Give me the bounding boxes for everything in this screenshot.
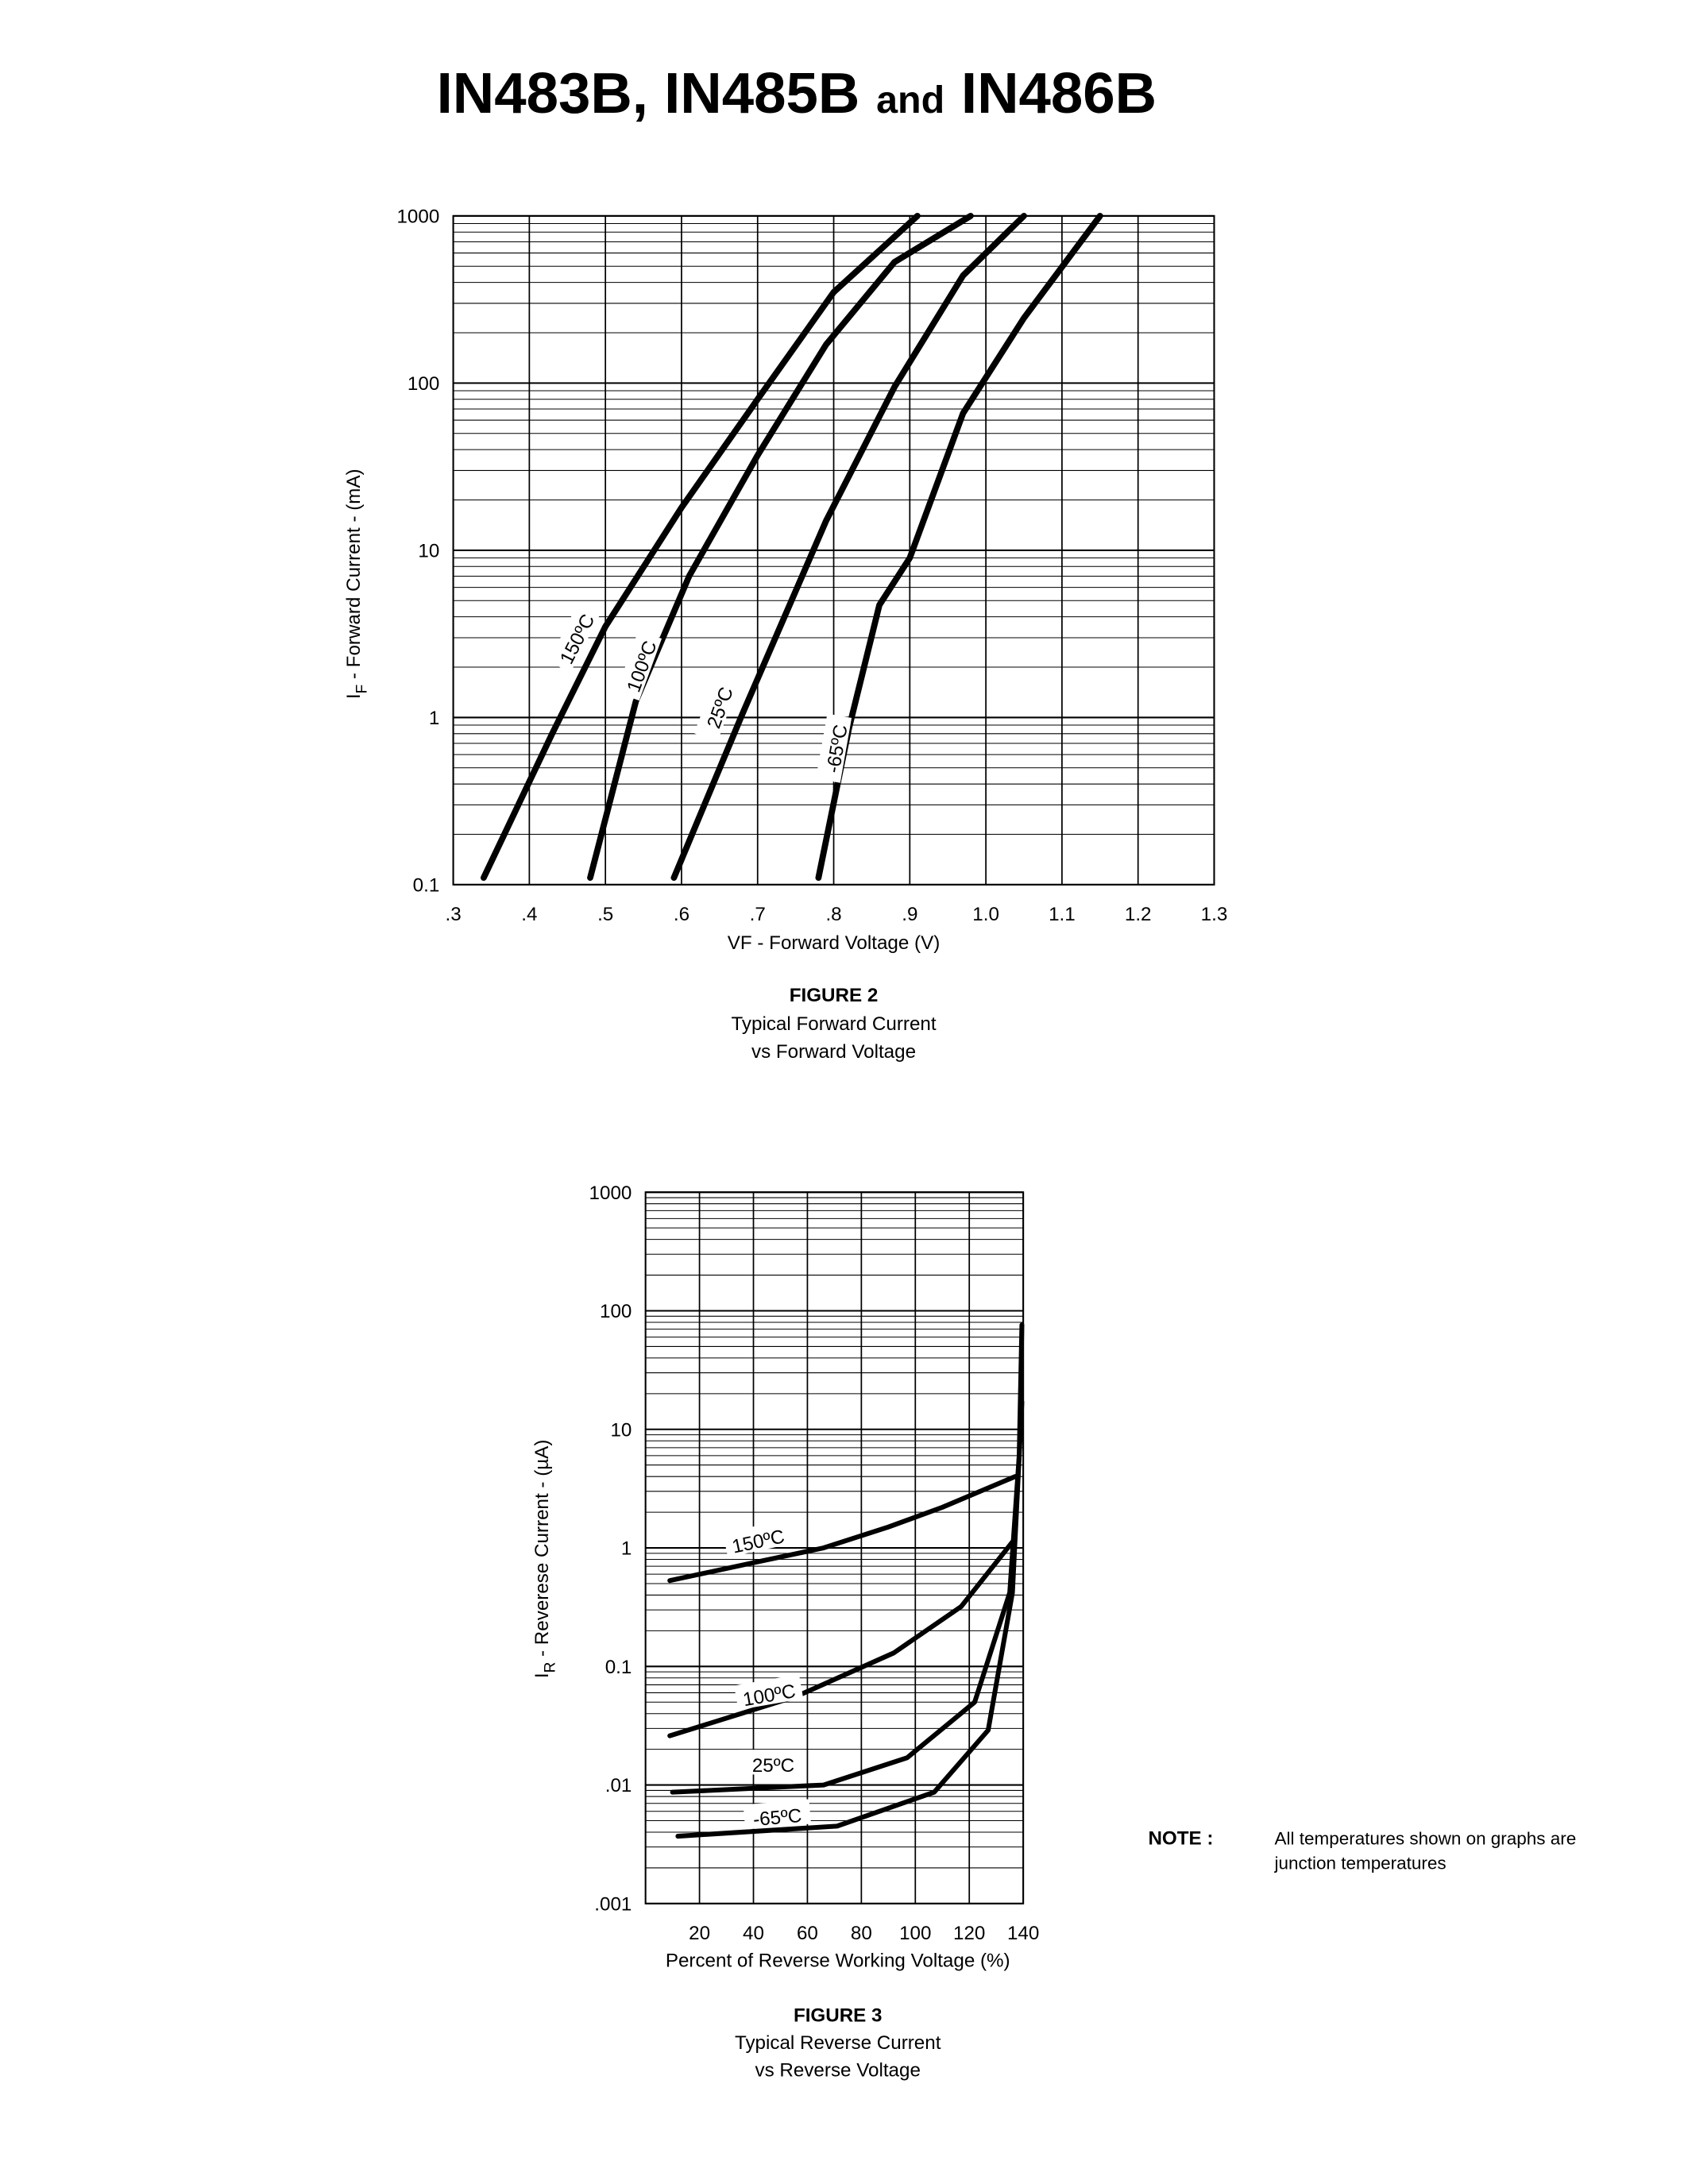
x-axis-label: VF - Forward Voltage (V) — [728, 932, 941, 954]
x-tick-label: 1.0 — [972, 904, 999, 925]
x-tick-label: 80 — [851, 1923, 872, 1944]
y-tick-label: .01 — [605, 1775, 632, 1796]
curve-label-bg — [693, 671, 740, 743]
curve — [815, 212, 1103, 882]
curve — [667, 1536, 1018, 1738]
curve — [670, 212, 1027, 882]
curve-label-bg — [548, 602, 601, 673]
curve — [481, 212, 921, 882]
note-text: All temperatures shown on graphs are — [1275, 1829, 1577, 1849]
curve-label-bg — [740, 1750, 806, 1775]
y-tick-label: .001 — [594, 1894, 632, 1916]
curve-label: -65ºC — [752, 1805, 802, 1831]
y-axis-label: IF - Forward Current - (mA) — [343, 469, 371, 699]
y-tick-label: 100 — [408, 373, 439, 395]
curve-label: 25ºC — [703, 685, 738, 731]
x-tick-label: .4 — [521, 904, 537, 925]
title-part: and — [876, 79, 944, 122]
y-tick-label: 1 — [429, 708, 439, 729]
curve-label-bg — [743, 1799, 812, 1830]
curve-label-bg — [616, 630, 662, 701]
y-axis-text: - Reverese Current - (µA) — [531, 1440, 553, 1662]
curve — [587, 212, 974, 882]
y-axis-text: - Forward Current - (mA) — [343, 469, 365, 684]
x-tick-label: 20 — [689, 1923, 710, 1944]
y-axis-label: IR - Reverese Current - (µA) — [531, 1440, 559, 1679]
y-axis-symbol: I — [343, 693, 365, 699]
figure-title: FIGURE 2 — [790, 985, 879, 1006]
x-tick-label: 100 — [899, 1923, 931, 1944]
curve — [675, 1399, 1025, 1839]
x-tick-label: .6 — [674, 904, 689, 925]
x-tick-label: .8 — [825, 904, 841, 925]
title-part: IN486B — [961, 61, 1157, 125]
note-text: junction temperatures — [1274, 1854, 1447, 1873]
x-tick-label: 120 — [953, 1923, 985, 1944]
y-tick-label: 1 — [621, 1538, 632, 1560]
x-tick-label: .3 — [445, 904, 461, 925]
y-tick-label: 1000 — [396, 206, 439, 228]
figure-title: FIGURE 3 — [794, 2005, 883, 2027]
y-tick-label: 100 — [600, 1301, 632, 1322]
x-tick-label: 1.2 — [1125, 904, 1152, 925]
x-tick-label: .9 — [902, 904, 917, 925]
figure-caption: vs Reverse Voltage — [755, 2060, 921, 2082]
x-tick-label: 40 — [743, 1923, 764, 1944]
figure-caption: Typical Reverse Current — [735, 2032, 941, 2054]
title-part: IN483B, IN485B — [437, 61, 860, 125]
x-tick-label: .7 — [750, 904, 766, 925]
figure-caption: vs Forward Voltage — [751, 1041, 916, 1063]
x-tick-label: 1.1 — [1049, 904, 1076, 925]
y-tick-label: 10 — [610, 1419, 632, 1441]
y-axis-subscript: F — [354, 685, 371, 694]
curve-label-bg — [816, 713, 852, 783]
note-label: NOTE : — [1148, 1828, 1213, 1850]
y-axis-subscript: R — [543, 1662, 559, 1673]
x-tick-label: 140 — [1007, 1923, 1039, 1944]
figure-caption: Typical Forward Current — [731, 1013, 936, 1035]
x-tick-label: .5 — [597, 904, 613, 925]
y-tick-label: 1000 — [589, 1183, 632, 1204]
curve-label: 25ºC — [752, 1755, 794, 1777]
y-tick-label: 0.1 — [413, 875, 440, 897]
x-axis-label: Percent of Reverse Working Voltage (%) — [666, 1950, 1010, 1971]
x-tick-label: 1.3 — [1201, 904, 1228, 925]
y-axis-symbol: I — [531, 1673, 553, 1678]
curve — [667, 1474, 1018, 1584]
y-tick-label: 10 — [418, 541, 439, 562]
x-tick-label: 60 — [797, 1923, 818, 1944]
curve-label-bg — [722, 1519, 793, 1557]
page-title: IN483B, IN485B and IN486B — [437, 61, 1157, 125]
y-tick-label: 0.1 — [605, 1657, 632, 1678]
curve-label-bg — [734, 1674, 804, 1711]
